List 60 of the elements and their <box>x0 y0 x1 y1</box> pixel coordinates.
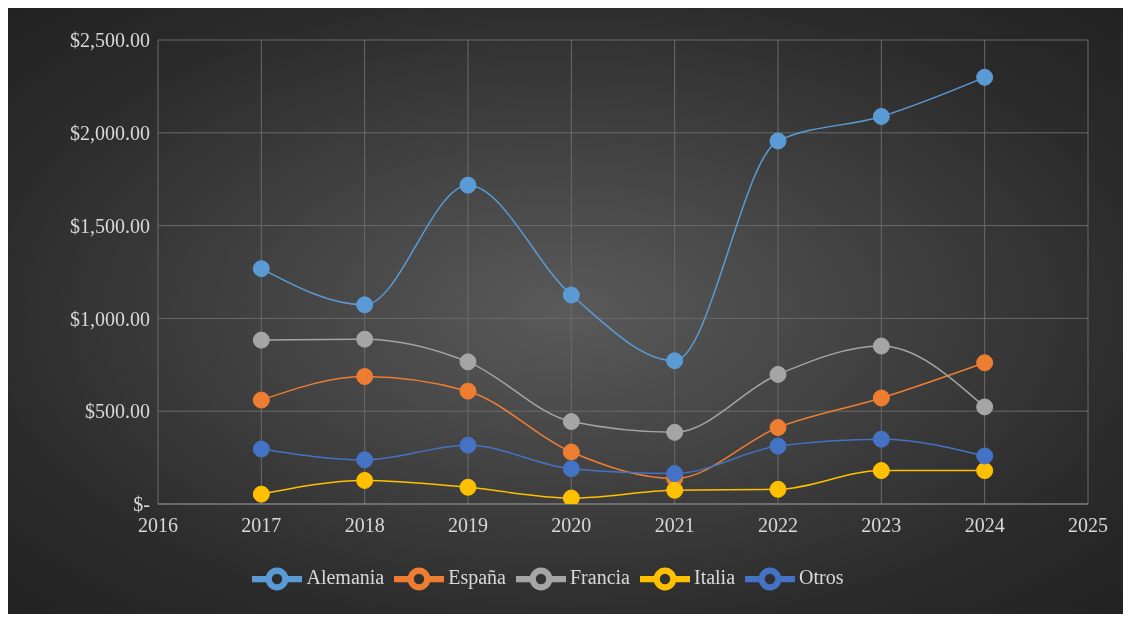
point <box>872 462 890 480</box>
point <box>666 481 684 499</box>
x-tick-label: 2024 <box>964 514 1005 537</box>
point <box>666 423 684 441</box>
point <box>252 391 270 409</box>
y-tick-label: $1,000.00 <box>70 307 150 330</box>
point <box>252 331 270 349</box>
x-tick-label: 2017 <box>241 514 282 537</box>
point <box>872 337 890 355</box>
y-tick-label: $2,500.00 <box>70 29 150 52</box>
point <box>872 107 890 125</box>
point <box>976 447 994 465</box>
y-tick-label: $500.00 <box>85 400 150 423</box>
point <box>666 465 684 483</box>
legend-label: Alemania <box>306 565 385 588</box>
point <box>459 478 477 496</box>
point <box>252 485 270 503</box>
point <box>666 352 684 370</box>
point <box>356 471 374 489</box>
point <box>872 389 890 407</box>
point <box>356 367 374 385</box>
point <box>459 436 477 454</box>
point <box>976 68 994 86</box>
point <box>769 132 787 150</box>
point <box>252 440 270 458</box>
point <box>769 365 787 383</box>
point <box>356 451 374 469</box>
point <box>356 296 374 314</box>
point <box>769 480 787 498</box>
point <box>252 260 270 278</box>
point <box>562 413 580 431</box>
point <box>562 443 580 461</box>
x-tick-label: 2022 <box>758 514 798 537</box>
point <box>976 398 994 416</box>
x-tick-label: 2018 <box>344 514 385 537</box>
point <box>976 354 994 372</box>
x-tick-label: 2020 <box>551 514 592 537</box>
legend-label: Francia <box>569 565 630 588</box>
legend-label: Otros <box>799 565 844 588</box>
point <box>356 330 374 348</box>
point <box>562 489 580 504</box>
point <box>459 353 477 371</box>
point <box>769 437 787 455</box>
point <box>459 176 477 194</box>
x-tick-label: 2023 <box>861 514 902 537</box>
point <box>872 430 890 448</box>
y-tick-label: $- <box>133 493 150 516</box>
legend-label: Italia <box>693 565 736 588</box>
point <box>562 460 580 478</box>
x-tick-label: 2021 <box>654 514 695 537</box>
point <box>562 286 580 304</box>
y-tick-label: $1,500.00 <box>70 214 150 237</box>
x-tick-label: 2025 <box>1068 514 1108 537</box>
point <box>459 382 477 400</box>
point <box>769 419 787 437</box>
y-tick-label: $2,000.00 <box>70 121 150 144</box>
x-tick-label: 2019 <box>448 514 488 537</box>
point <box>976 462 994 480</box>
x-tick-label: 2016 <box>138 514 178 537</box>
legend-label: España <box>448 565 506 588</box>
